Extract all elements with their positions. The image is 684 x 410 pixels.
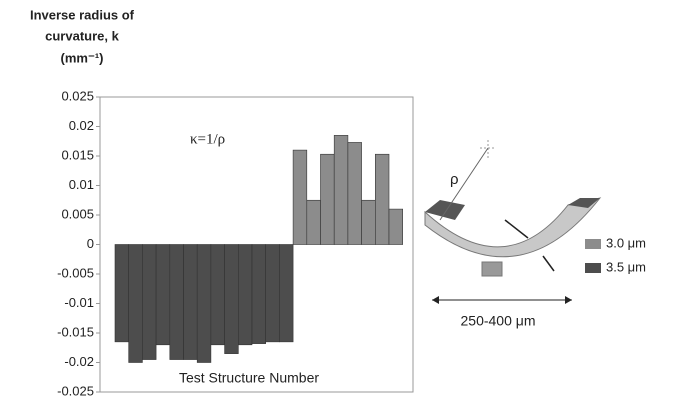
bar — [224, 244, 239, 354]
bar — [306, 199, 321, 245]
radius-label: ρ — [450, 171, 459, 188]
width-label: 250-400 μm — [461, 313, 536, 329]
bar — [169, 244, 184, 360]
bar — [374, 153, 390, 245]
y-tick-label: -0.02 — [64, 354, 94, 369]
anchor — [481, 261, 503, 277]
legend-swatch — [585, 263, 601, 273]
bar — [183, 244, 198, 360]
bar — [196, 244, 212, 363]
plate — [424, 197, 602, 258]
bar — [388, 208, 403, 245]
plate-strip — [568, 198, 600, 208]
bar — [155, 244, 171, 346]
bar — [114, 244, 129, 343]
pointer — [542, 255, 555, 272]
bar — [210, 244, 225, 346]
bar — [279, 244, 294, 343]
diagram: ρ 250-400 μm — [424, 140, 602, 329]
bar — [238, 244, 253, 346]
legend-label: 3.0 μm — [606, 235, 646, 250]
y-tick-label: 0.015 — [61, 147, 94, 162]
y-tick-label: 0.02 — [69, 118, 94, 133]
y-tick-label: -0.005 — [57, 265, 94, 280]
y-tick-label: -0.025 — [57, 383, 94, 398]
y-tick-label: 0.025 — [61, 88, 94, 103]
legend-label: 3.5 μm — [606, 259, 646, 274]
bar — [347, 142, 362, 245]
x-axis-label: Test Structure Number — [179, 370, 319, 386]
bar — [251, 244, 266, 344]
bar — [265, 244, 280, 343]
annotation: κ=1/ρ — [190, 131, 225, 147]
radius-line — [439, 147, 489, 221]
bar — [333, 135, 349, 245]
y-axis-label: (mm⁻¹) — [61, 50, 104, 65]
bar — [128, 244, 143, 363]
pointer — [504, 219, 529, 239]
bar — [142, 244, 157, 360]
legend-swatch — [585, 239, 601, 249]
y-axis-label: curvature, k — [45, 28, 119, 43]
plate-strip — [425, 200, 465, 220]
y-tick-label: -0.015 — [57, 324, 94, 339]
y-tick-label: 0.005 — [61, 206, 94, 221]
bar — [361, 199, 376, 245]
y-tick-label: 0 — [87, 236, 94, 251]
bar — [292, 149, 308, 245]
bar — [320, 153, 335, 245]
y-tick-label: -0.01 — [64, 295, 94, 310]
y-tick-label: 0.01 — [69, 177, 94, 192]
y-axis-label: Inverse radius of — [30, 7, 135, 22]
